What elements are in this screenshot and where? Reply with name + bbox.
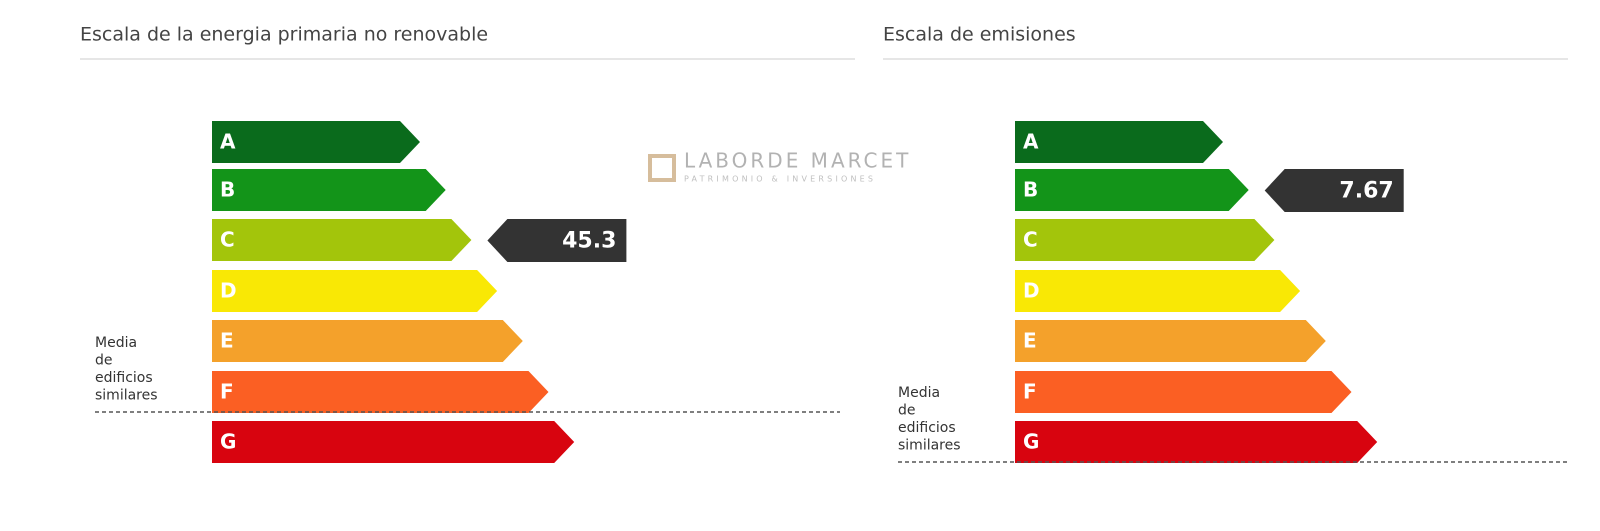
average-label: similares <box>898 438 961 454</box>
rating-value: 45.3 <box>562 229 616 254</box>
grade-bar <box>212 121 420 163</box>
grade-bar <box>212 169 446 211</box>
grade-letter: G <box>220 430 236 454</box>
average-label: de <box>898 403 916 419</box>
grade-bar <box>1015 219 1275 261</box>
average-label: de <box>95 353 113 369</box>
grade-bar <box>212 219 472 261</box>
grade-letter: A <box>1023 130 1039 154</box>
grade-letter: F <box>1023 380 1037 404</box>
grade-letter: B <box>1023 178 1038 202</box>
grade-letter: C <box>1023 228 1038 252</box>
panel-title: Escala de emisiones <box>883 24 1076 46</box>
grade-letter: F <box>220 380 234 404</box>
watermark-tagline: PATRIMONIO & INVERSIONES <box>684 175 876 184</box>
grade-bar <box>1015 270 1301 312</box>
rating-indicator <box>1264 169 1404 212</box>
average-label: similares <box>95 388 158 404</box>
grade-letter: D <box>220 279 237 303</box>
grade-bar <box>212 371 549 413</box>
watermark-logo <box>648 154 676 182</box>
grade-bar <box>212 421 575 463</box>
grade-letter: C <box>220 228 235 252</box>
panel-title: Escala de la energia primaria no renovab… <box>80 24 488 46</box>
grade-letter: E <box>220 329 234 353</box>
grade-letter: E <box>1023 329 1037 353</box>
grade-letter: D <box>1023 279 1040 303</box>
grade-bar <box>1015 169 1249 211</box>
grade-letter: A <box>220 130 236 154</box>
grade-bar <box>1015 320 1326 362</box>
average-label: Media <box>898 385 940 401</box>
average-label: edificios <box>95 370 153 386</box>
grade-bar <box>212 320 523 362</box>
grade-letter: G <box>1023 430 1039 454</box>
grade-bar <box>212 270 498 312</box>
average-label: edificios <box>898 420 956 436</box>
watermark-name: LABORDE MARCET <box>684 149 911 173</box>
grade-bar <box>1015 421 1378 463</box>
rating-indicator <box>487 219 627 262</box>
average-label: Media <box>95 335 137 351</box>
watermark: LABORDE MARCET PATRIMONIO & INVERSIONES <box>648 149 911 184</box>
rating-value: 7.67 <box>1339 179 1393 204</box>
grade-bar <box>1015 371 1352 413</box>
grade-bar <box>1015 121 1223 163</box>
grade-letter: B <box>220 178 235 202</box>
